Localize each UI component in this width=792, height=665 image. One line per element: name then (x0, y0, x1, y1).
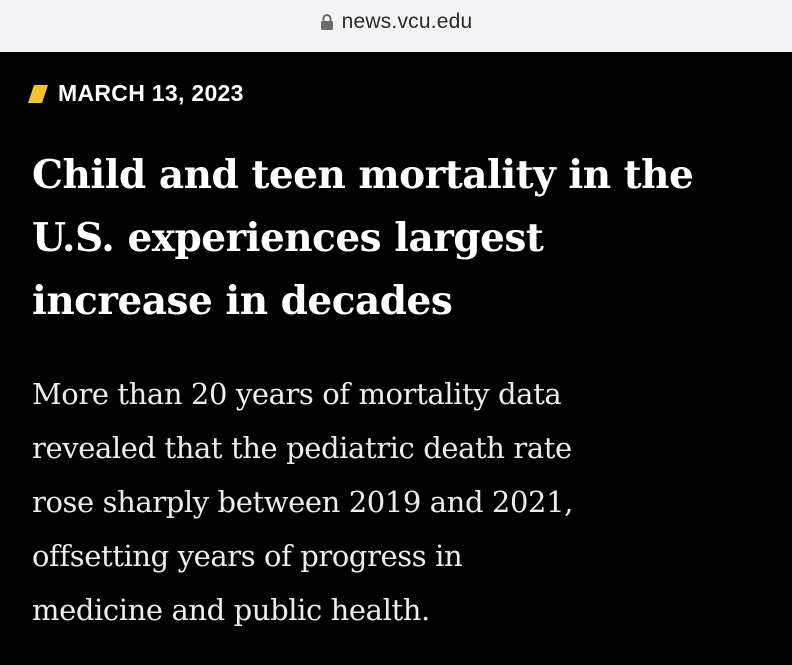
slash-accent-icon (28, 84, 48, 103)
summary-line: medicine and public health. (32, 593, 430, 627)
headline-line: increase in decades (32, 278, 453, 324)
article-summary: More than 20 years of mortality data rev… (32, 367, 772, 637)
article-headline[interactable]: Child and teen mortality in the U.S. exp… (32, 144, 772, 333)
summary-line: offsetting years of progress in (32, 539, 463, 573)
headline-line: Child and teen mortality in the (32, 152, 694, 198)
summary-line: More than 20 years of mortality data (32, 377, 562, 411)
summary-line: rose sharply between 2019 and 2021, (32, 485, 573, 519)
lock-icon (320, 13, 334, 31)
headline-line: U.S. experiences largest (32, 215, 544, 261)
browser-address-bar[interactable]: news.vcu.edu (0, 0, 792, 52)
article-header: MARCH 13, 2023 Child and teen mortality … (0, 52, 792, 665)
article-date: MARCH 13, 2023 (58, 80, 244, 106)
dateline: MARCH 13, 2023 (28, 80, 244, 107)
url-display[interactable]: news.vcu.edu (320, 10, 473, 34)
url-text: news.vcu.edu (341, 10, 473, 33)
summary-line: revealed that the pediatric death rate (32, 431, 572, 465)
